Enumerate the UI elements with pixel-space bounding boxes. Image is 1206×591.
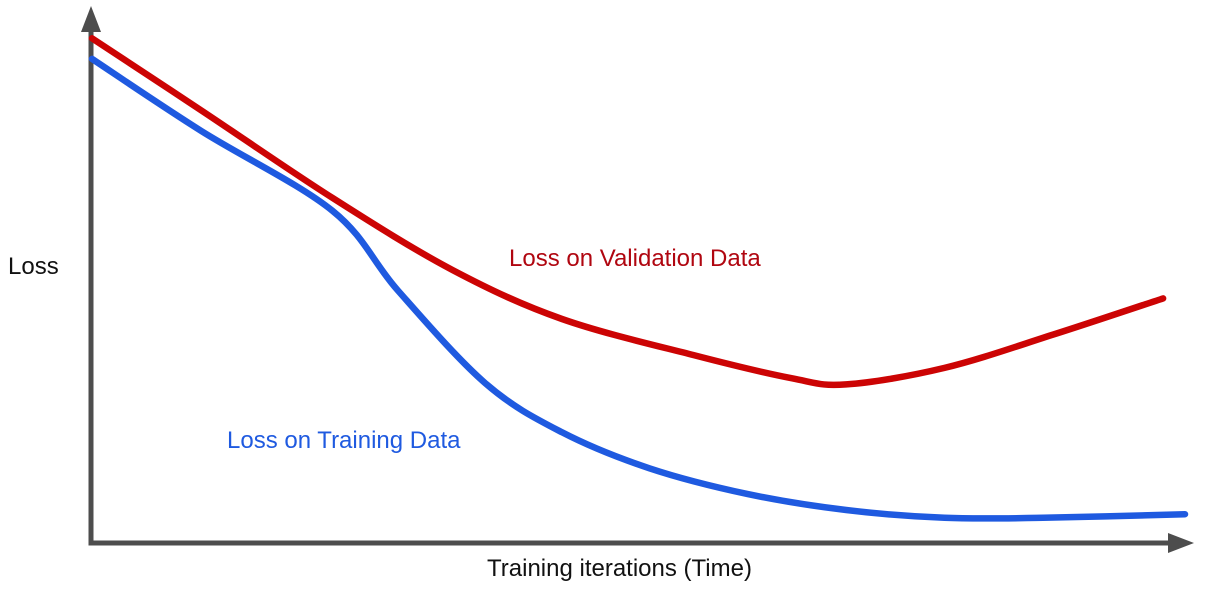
- y-axis-arrowhead-icon: [81, 6, 101, 32]
- x-axis-label: Training iterations (Time): [487, 555, 752, 582]
- y-axis-label: Loss: [8, 253, 59, 280]
- training-loss-curve: [88, 55, 1189, 522]
- validation-series-label: Loss on Validation Data: [509, 245, 761, 272]
- validation-loss-curve: [88, 35, 1167, 389]
- training-series-label: Loss on Training Data: [227, 427, 461, 454]
- x-axis-arrowhead-icon: [1168, 533, 1194, 553]
